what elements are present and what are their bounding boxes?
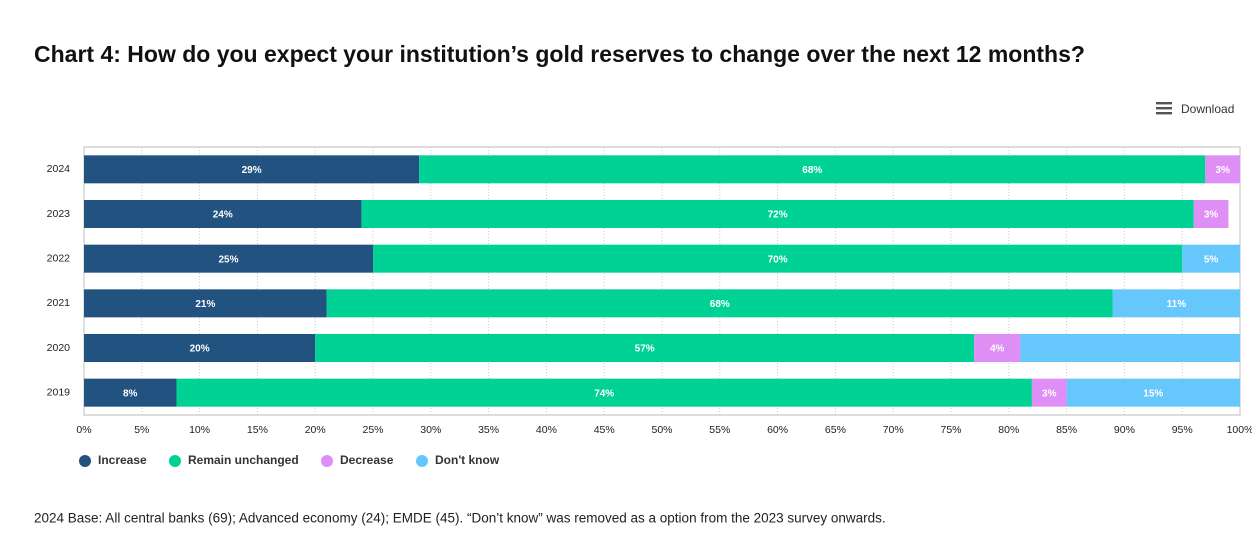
bar-segment <box>373 244 1183 273</box>
bar-segment <box>1182 244 1240 273</box>
x-tick-label: 75% <box>940 424 961 436</box>
x-tick-label: 40% <box>536 424 557 436</box>
bar-segment <box>1020 334 1240 362</box>
x-tick-label: 30% <box>420 424 441 436</box>
data-label: 24% <box>213 210 233 221</box>
menu-icon-bar <box>1156 102 1172 105</box>
x-tick-label: 80% <box>998 424 1019 436</box>
download-button[interactable]: Download <box>1156 102 1234 116</box>
x-tick-label: 100% <box>1227 424 1252 436</box>
data-label: 74% <box>594 388 614 399</box>
legend-swatch <box>79 455 91 467</box>
legend-label: Remain unchanged <box>188 453 299 467</box>
data-label: 8% <box>123 388 138 399</box>
y-tick-label: 2020 <box>47 342 71 354</box>
data-label: 72% <box>768 210 788 221</box>
legend-label: Increase <box>98 453 147 467</box>
y-tick-label: 2022 <box>47 252 71 264</box>
legend-label: Don't know <box>435 453 500 467</box>
y-tick-label: 2021 <box>47 297 71 309</box>
bar-segment <box>315 334 975 362</box>
data-label: 68% <box>710 299 730 310</box>
bar-segment <box>1193 200 1229 228</box>
bar-segment <box>419 155 1206 184</box>
x-tick-label: 15% <box>247 424 268 436</box>
data-label: 57% <box>635 344 655 355</box>
bar-segment <box>1205 155 1240 184</box>
legend-swatch <box>321 455 333 467</box>
x-tick-label: 55% <box>709 424 730 436</box>
y-tick-label: 2019 <box>47 386 71 398</box>
data-label: 25% <box>218 254 238 265</box>
x-tick-label: 70% <box>883 424 904 436</box>
data-label: 3% <box>1204 210 1219 221</box>
data-label: 3% <box>1042 388 1057 399</box>
data-label: 3% <box>1215 165 1230 176</box>
x-tick-label: 10% <box>189 424 210 436</box>
bar-segment <box>974 334 1021 362</box>
bar-segment <box>84 200 362 228</box>
x-tick-label: 85% <box>1056 424 1077 436</box>
menu-icon-bar <box>1156 112 1172 115</box>
bar-segment <box>84 244 373 273</box>
chart-title: Chart 4: How do you expect your institut… <box>34 41 1085 67</box>
x-tick-label: 45% <box>594 424 615 436</box>
x-tick-label: 65% <box>825 424 846 436</box>
x-tick-label: 95% <box>1172 424 1193 436</box>
x-tick-label: 90% <box>1114 424 1135 436</box>
legend-label: Decrease <box>340 453 394 467</box>
bar-segment <box>1066 378 1240 407</box>
x-tick-label: 5% <box>134 424 149 436</box>
footnote: 2024 Base: All central banks (69); Advan… <box>34 511 886 526</box>
x-tick-label: 0% <box>76 424 91 436</box>
data-label: 20% <box>190 344 210 355</box>
plot-frame <box>83 146 1241 416</box>
bar-segment <box>326 289 1113 318</box>
bar-segment <box>1112 289 1240 318</box>
bar-segment <box>361 200 1194 228</box>
data-label: 70% <box>768 254 788 265</box>
data-label: 4% <box>990 344 1005 355</box>
x-tick-label: 20% <box>305 424 326 436</box>
bar-segment <box>84 334 316 362</box>
menu-icon-bar <box>1156 107 1172 110</box>
bar-segment <box>1031 378 1067 407</box>
bar-segment <box>84 378 177 407</box>
data-label: 5% <box>1204 254 1219 265</box>
x-tick-label: 50% <box>651 424 672 436</box>
data-label: 21% <box>195 299 215 310</box>
bar-segment <box>84 155 420 184</box>
bar-segment <box>84 289 327 318</box>
data-label: 29% <box>242 165 262 176</box>
data-label: 68% <box>802 165 822 176</box>
y-tick-label: 2023 <box>47 208 71 220</box>
legend-swatch <box>416 455 428 467</box>
x-tick-label: 25% <box>362 424 383 436</box>
y-tick-label: 2024 <box>47 163 71 175</box>
data-label: 15% <box>1143 388 1163 399</box>
x-tick-label: 35% <box>478 424 499 436</box>
x-tick-label: 60% <box>767 424 788 436</box>
download-label[interactable]: Download <box>1181 102 1234 116</box>
data-label: 11% <box>1167 299 1187 310</box>
bar-segment <box>176 378 1032 407</box>
legend-swatch <box>169 455 181 467</box>
